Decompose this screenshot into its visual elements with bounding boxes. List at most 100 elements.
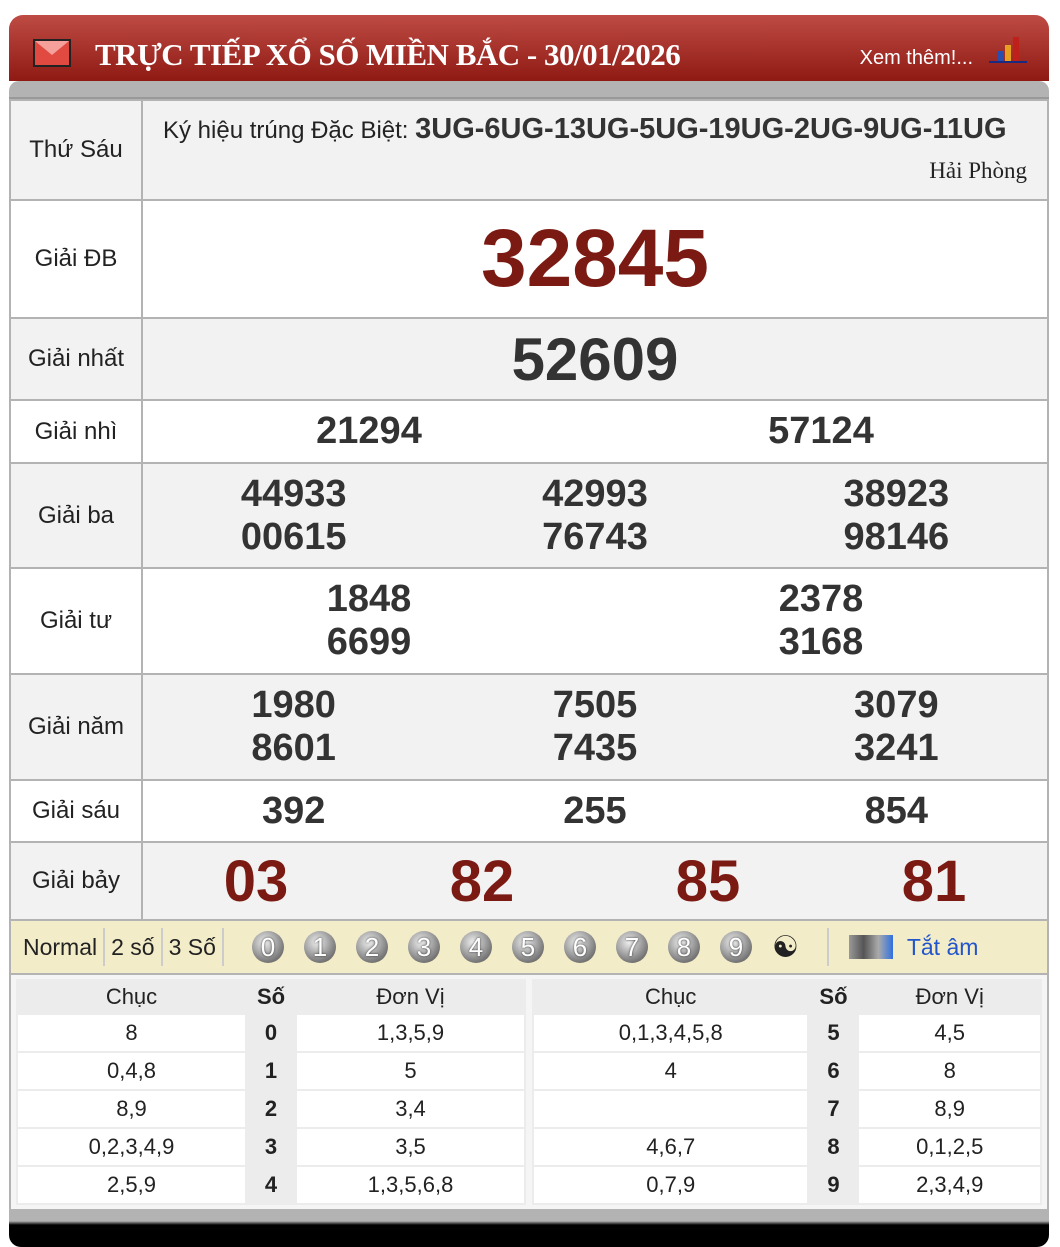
loto-cell: 6	[807, 1051, 860, 1091]
loto-cell: 3,5	[295, 1127, 526, 1167]
loto-row: 2,5,9 4 1,3,5,6,8	[16, 1165, 526, 1205]
loto-table-right: Chục Số Đơn Vị 0,1,3,4,5,8 5 4,5 4 6 8 7 8,9 4,6,7 8…	[531, 979, 1042, 1205]
special-prize-number: 32845	[480, 213, 710, 304]
loto-cell: 8	[16, 1013, 247, 1053]
results-panel: TRỰC TIẾP XỔ SỐ MIỀN BẮC - 30/01/2026 Xe…	[9, 15, 1049, 1247]
prize-label: Giải nhất	[9, 317, 143, 401]
loto-cell: 2,3,4,9	[857, 1165, 1042, 1205]
sound-icon[interactable]	[848, 935, 893, 959]
prize-number: 1848	[326, 578, 412, 620]
loto-row: 7 8,9	[531, 1089, 1042, 1129]
loto-tables: Chục Số Đơn Vị 8 0 1,3,5,9 0,4,8 1 5 8,9 2 3,4 0,2,3…	[9, 975, 1049, 1211]
prize-number: 82	[449, 848, 515, 914]
loto-cell: 0,7,9	[531, 1165, 810, 1205]
loto-cell: 1,3,5,9	[295, 1013, 526, 1053]
loto-row: 0,2,3,4,9 3 3,5	[16, 1127, 526, 1167]
loto-cell: 9	[807, 1165, 860, 1205]
loto-cell	[531, 1089, 810, 1129]
loto-cell: 4	[245, 1165, 297, 1205]
header: TRỰC TIẾP XỔ SỐ MIỀN BẮC - 30/01/2026 Xe…	[9, 15, 1049, 81]
prize-number: 2378	[778, 578, 864, 620]
loto-cell: 8	[807, 1127, 860, 1167]
loto-header: Đơn Vị	[295, 979, 526, 1015]
loto-cell: 1,3,5,6,8	[295, 1165, 526, 1205]
prize-number: 00615	[240, 515, 347, 558]
loto-cell: 4,5	[857, 1013, 1042, 1053]
loto-cell: 3,4	[295, 1089, 526, 1129]
digit-ball-3[interactable]: 3	[407, 931, 440, 963]
yin-yang-icon[interactable]: ☯	[771, 930, 799, 964]
prize-number: 1980	[251, 684, 336, 726]
prize-number: 7435	[552, 727, 638, 769]
digit-ball-6[interactable]: 6	[563, 931, 596, 963]
loto-row: 0,7,9 9 2,3,4,9	[531, 1165, 1042, 1205]
loto-header: Số	[245, 979, 297, 1015]
prize-number: 57124	[768, 410, 874, 452]
loto-row: 8,9 2 3,4	[16, 1089, 526, 1129]
prize-number: 03	[223, 848, 289, 914]
digit-ball-8[interactable]: 8	[667, 931, 700, 963]
loto-cell: 8,9	[857, 1089, 1042, 1129]
loto-cell: 0	[245, 1013, 297, 1053]
prize-number: 76743	[542, 515, 648, 558]
prize-number: 44933	[240, 472, 347, 515]
loto-cell: 0,1,3,4,5,8	[531, 1013, 810, 1053]
loto-table-left: Chục Số Đơn Vị 8 0 1,3,5,9 0,4,8 1 5 8,9 2 3,4 0,2,3…	[16, 979, 526, 1205]
loto-cell: 3	[245, 1127, 297, 1167]
prize-number: 21294	[316, 410, 422, 452]
loto-cell: 7	[807, 1089, 860, 1129]
prize-number: 6699	[326, 621, 412, 663]
bar-chart-icon[interactable]	[989, 37, 1027, 63]
prize-number: 81	[901, 848, 967, 914]
prize-number: 98146	[843, 515, 950, 558]
footer-bar	[9, 1211, 1049, 1247]
loto-header: Chục	[16, 979, 247, 1015]
digit-ball-9[interactable]: 9	[719, 931, 752, 963]
prize-number: 3241	[854, 727, 939, 769]
mail-icon	[33, 39, 71, 67]
loto-cell: 2	[245, 1089, 297, 1129]
display-toolbar: Normal 2 số 3 Số 0 1 2 3 4 5 6 7 8 9 ☯ T…	[9, 921, 1049, 975]
prize-label: Giải năm	[9, 673, 143, 781]
page-title: TRỰC TIẾP XỔ SỐ MIỀN BẮC - 30/01/2026	[95, 37, 681, 72]
prize-number: 8601	[251, 727, 336, 769]
digit-ball-7[interactable]: 7	[615, 931, 648, 963]
loto-cell: 5	[807, 1013, 860, 1053]
mode-normal[interactable]: Normal	[23, 933, 98, 960]
loto-cell: 4,6,7	[531, 1127, 810, 1167]
loto-row: 0,4,8 1 5	[16, 1051, 526, 1091]
prize-number: 392	[261, 789, 326, 832]
loto-cell: 5	[295, 1051, 526, 1091]
prize-number: 52609	[511, 325, 679, 393]
prize-label: Giải sáu	[9, 779, 143, 843]
prize-number: 42993	[542, 472, 648, 515]
loto-cell: 1	[245, 1051, 297, 1091]
loto-header: Số	[807, 979, 860, 1015]
prize-label: Giải ĐB	[9, 199, 143, 319]
prize-number: 3079	[854, 684, 939, 726]
loto-cell: 0,4,8	[16, 1051, 247, 1091]
mute-button[interactable]: Tắt âm	[906, 933, 979, 960]
digit-ball-0[interactable]: 0	[251, 931, 284, 963]
prize-number: 85	[675, 848, 741, 914]
header-band	[9, 81, 1049, 99]
loto-cell: 0,2,3,4,9	[16, 1127, 247, 1167]
symbol-value: 3UG-6UG-13UG-5UG-19UG-2UG-9UG-11UG	[415, 113, 1007, 145]
loto-cell: 2,5,9	[16, 1165, 247, 1205]
digit-ball-5[interactable]: 5	[511, 931, 544, 963]
digit-ball-1[interactable]: 1	[303, 931, 336, 963]
mode-3-digits[interactable]: 3 Số	[168, 933, 216, 960]
mode-2-digits[interactable]: 2 số	[111, 933, 155, 960]
loto-row: 0,1,3,4,5,8 5 4,5	[531, 1013, 1042, 1053]
digit-ball-2[interactable]: 2	[355, 931, 388, 963]
day-label: Thứ Sáu	[9, 99, 143, 201]
see-more-link[interactable]: Xem thêm!...	[859, 47, 973, 69]
prize-number: 3168	[778, 621, 864, 663]
prize-label: Giải nhì	[9, 399, 143, 464]
prize-number: 854	[864, 789, 929, 832]
prize-label: Giải bảy	[9, 841, 143, 921]
results-table: Thứ Sáu Ký hiệu trúng Đặc Biệt: 3UG-6UG-…	[9, 99, 1049, 921]
digit-ball-4[interactable]: 4	[459, 931, 492, 963]
loto-cell: 0,1,2,5	[857, 1127, 1042, 1167]
